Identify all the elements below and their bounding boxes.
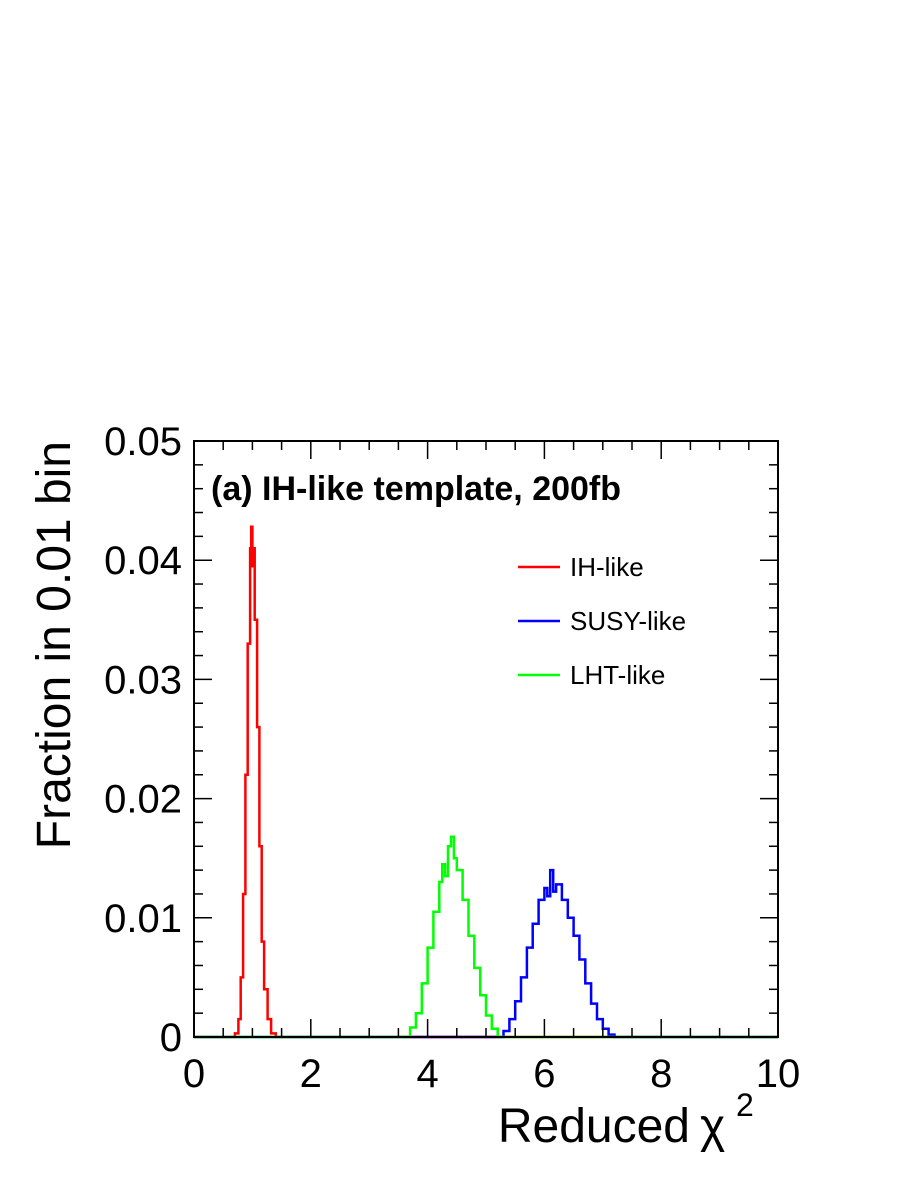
series-layer: [194, 525, 778, 1039]
series-line-susy-like: [194, 868, 778, 1039]
labels-layer: 0 2 4 6 8 10 0 0.01 0.02 0.03 0.04 0.05: [104, 420, 800, 1096]
x-tick-label: 10: [756, 1052, 801, 1096]
y-tick-label: 0.04: [104, 539, 182, 583]
x-axis-title-superscript: 2: [736, 1087, 754, 1123]
series-line-ih-like: [194, 525, 778, 1039]
legend-label: SUSY-like: [570, 606, 686, 636]
y-tick-label: 0.01: [104, 897, 182, 941]
series-line-lht-like: [194, 835, 778, 1039]
x-axis-title-symbol: χ: [700, 1100, 725, 1153]
x-tick-label: 6: [533, 1052, 555, 1096]
plot-frame: [193, 440, 779, 1038]
x-tick-label: 4: [416, 1052, 438, 1096]
x-tick-label: 8: [650, 1052, 672, 1096]
y-tick-label: 0.05: [104, 420, 182, 464]
y-axis-title: Fraction in 0.01 bin: [28, 441, 81, 849]
ticks-layer: [193, 440, 779, 1038]
y-tick-label: 0.03: [104, 658, 182, 702]
chart-title: (a) IH-like template, 200fb: [211, 470, 621, 508]
legend-label: LHT-like: [570, 660, 665, 690]
legend-label: IH-like: [570, 552, 644, 582]
x-tick-label: 2: [300, 1052, 322, 1096]
x-tick-label: 0: [183, 1052, 205, 1096]
y-tick-label: 0.02: [104, 778, 182, 822]
legend: IH-like SUSY-like LHT-like: [518, 552, 686, 690]
x-axis-title: Reduced: [498, 1100, 690, 1153]
y-tick-label: 0: [160, 1016, 182, 1060]
